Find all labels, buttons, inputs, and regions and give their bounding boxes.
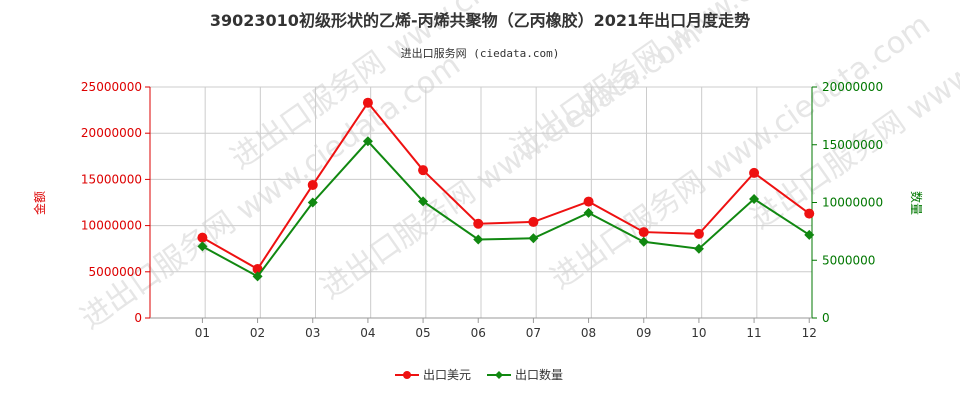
legend-swatch-marker (403, 371, 411, 379)
left-tick-label: 5000000 (89, 265, 142, 279)
x-tick-label: 01 (195, 326, 210, 340)
x-tick-label: 02 (250, 326, 265, 340)
data-point-2[interactable] (252, 271, 263, 282)
data-point-1[interactable] (749, 167, 760, 178)
left-tick-label: 0 (134, 311, 142, 325)
right-tick-label: 15000000 (822, 138, 883, 152)
x-tick-label: 10 (691, 326, 706, 340)
x-tick-label: 03 (305, 326, 320, 340)
x-tick-label: 04 (360, 326, 375, 340)
x-tick-label: 11 (746, 326, 761, 340)
right-tick-label: 10000000 (822, 196, 883, 210)
data-point-1[interactable] (307, 179, 318, 190)
x-tick-label: 09 (636, 326, 651, 340)
right-axis-ticks: 0 5000000 10000000 15000000 20000000 (812, 80, 883, 325)
x-tick-label: 06 (471, 326, 486, 340)
data-point-2[interactable] (197, 241, 208, 252)
legend-item-1[interactable]: 出口美元 (395, 368, 471, 382)
left-tick-label: 15000000 (81, 172, 142, 186)
chart-title: 39023010初级形状的乙烯-丙烯共聚物（乙丙橡胶）2021年出口月度走势 (210, 11, 750, 30)
legend-item-2[interactable]: 出口数量 (487, 367, 563, 382)
data-point-2[interactable] (749, 194, 760, 205)
right-tick-label: 0 (822, 311, 830, 325)
series-line-2 (201, 139, 810, 278)
data-point-2[interactable] (804, 229, 815, 240)
x-tick-label: 08 (581, 326, 596, 340)
left-axis-title: 金额 (32, 191, 47, 215)
right-tick-label: 5000000 (822, 253, 875, 267)
left-axis-ticks: 0 5000000 10000000 15000000 20000000 25000000 (81, 80, 150, 325)
legend-label: 出口数量 (515, 367, 563, 382)
data-point-2[interactable] (528, 233, 539, 244)
right-axis-title: 数量 (909, 191, 924, 215)
legend-label: 出口美元 (423, 368, 471, 382)
left-tick-label: 10000000 (81, 219, 142, 233)
data-point-1[interactable] (804, 208, 815, 219)
left-tick-label: 25000000 (81, 80, 142, 94)
x-tick-label: 07 (526, 326, 541, 340)
x-axis-ticks: 01 02 03 04 05 06 07 08 09 10 11 12 (195, 318, 817, 340)
data-point-2[interactable] (473, 234, 484, 245)
right-tick-label: 20000000 (822, 80, 883, 94)
data-point-1[interactable] (362, 97, 373, 108)
series-line-1 (201, 101, 810, 271)
data-point-1[interactable] (693, 228, 704, 239)
data-point-1[interactable] (638, 227, 649, 238)
data-point-1[interactable] (473, 218, 484, 229)
data-point-1[interactable] (528, 216, 539, 227)
data-point-1[interactable] (418, 165, 429, 176)
data-point-2[interactable] (418, 196, 429, 207)
x-tick-label: 12 (802, 326, 817, 340)
legend-swatch-marker (495, 371, 503, 379)
legend[interactable]: 出口美元 出口数量 (395, 367, 563, 382)
data-point-2[interactable] (693, 243, 704, 254)
series-layer (197, 97, 815, 282)
chart-subtitle: 进出口服务网 (ciedata.com) (401, 46, 560, 60)
data-point-1[interactable] (197, 232, 208, 243)
data-point-2[interactable] (307, 197, 318, 208)
x-tick-label: 05 (415, 326, 430, 340)
data-point-2[interactable] (583, 207, 594, 218)
data-point-1[interactable] (583, 196, 594, 207)
data-point-2[interactable] (638, 236, 649, 247)
data-point-2[interactable] (362, 136, 373, 147)
left-tick-label: 20000000 (81, 126, 142, 140)
